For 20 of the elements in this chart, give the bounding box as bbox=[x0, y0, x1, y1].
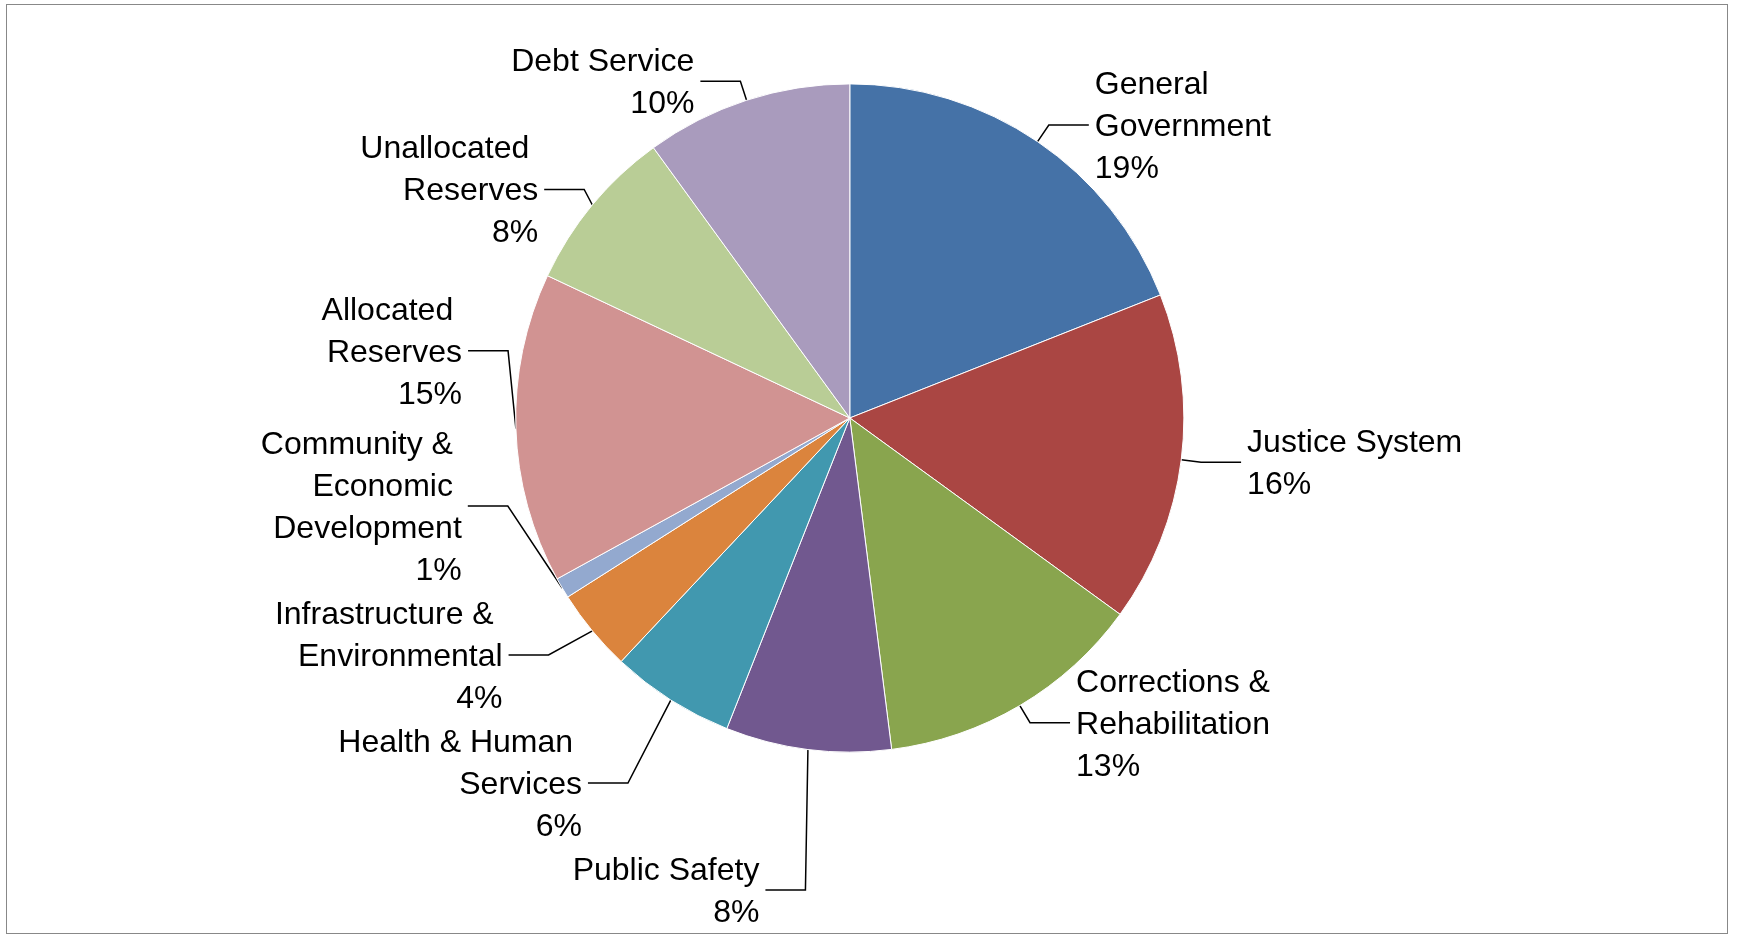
data-label: 13% bbox=[1076, 746, 1141, 783]
data-label: 8% bbox=[713, 893, 760, 929]
slice-label: Corrections & Rehabilitation bbox=[1076, 662, 1279, 741]
slice-label: Public Safety bbox=[572, 851, 760, 887]
data-label: 15% bbox=[398, 374, 463, 411]
slice-label: Infrastructure & Environmental bbox=[274, 595, 503, 673]
data-label: 10% bbox=[630, 84, 695, 121]
slice-label: Unallocated Reserves bbox=[360, 129, 539, 208]
slice-label: Justice System bbox=[1247, 423, 1463, 460]
data-label: 6% bbox=[535, 807, 582, 843]
data-label: 19% bbox=[1094, 149, 1159, 186]
data-label: 1% bbox=[415, 551, 462, 587]
slice-label: Community & Economic Development bbox=[260, 425, 462, 545]
data-label: 8% bbox=[491, 213, 539, 250]
slice-label: Health & Human Services bbox=[338, 723, 582, 801]
slice-label: General Government bbox=[1094, 65, 1272, 144]
data-label: 4% bbox=[456, 679, 503, 715]
slice-label: Allocated Reserves bbox=[321, 290, 463, 369]
slice-label: Debt Service bbox=[511, 42, 695, 79]
data-label: 16% bbox=[1247, 465, 1312, 502]
